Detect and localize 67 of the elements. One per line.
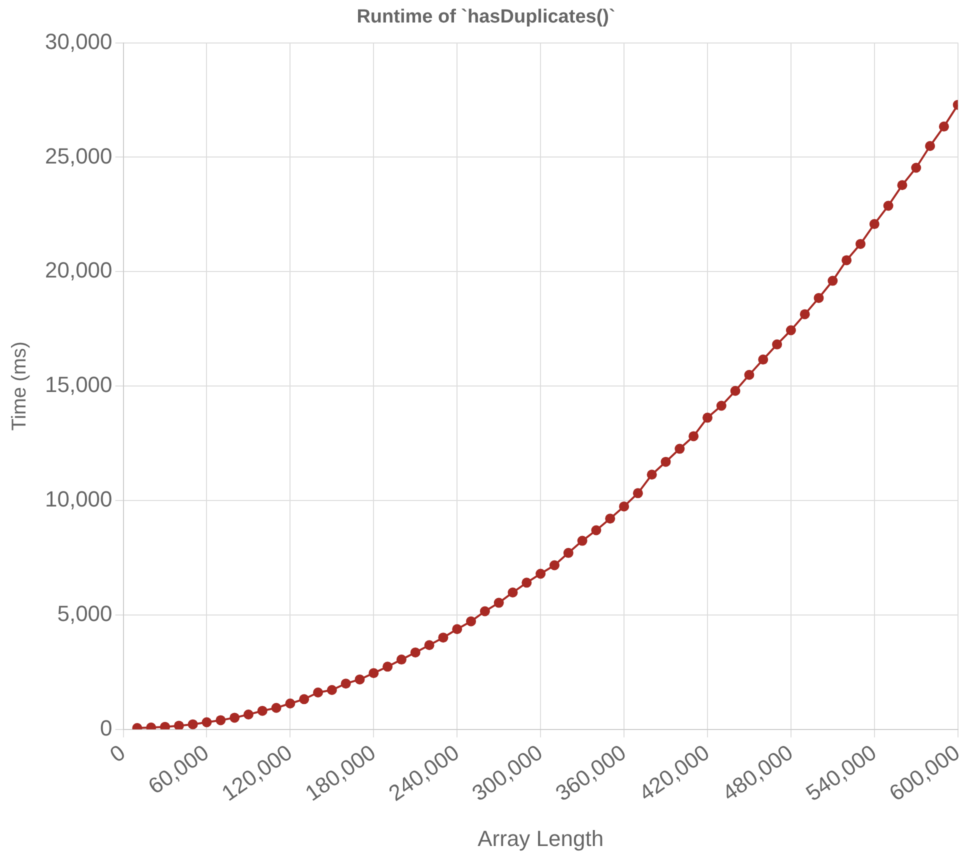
point [230, 712, 240, 723]
point [466, 616, 476, 626]
point [758, 354, 768, 365]
y-axis-title: Time (ms) [8, 341, 31, 431]
point [925, 141, 936, 152]
point [174, 720, 184, 730]
point [842, 255, 852, 266]
y-tick-label: 0 [100, 715, 112, 740]
point [188, 719, 198, 730]
point [563, 548, 574, 558]
point [828, 276, 838, 286]
y-tick-label: 5,000 [57, 600, 112, 626]
point [285, 698, 296, 708]
point [744, 370, 754, 380]
point [855, 238, 866, 249]
point [660, 456, 671, 467]
point [800, 309, 810, 320]
point [508, 588, 518, 598]
point [897, 180, 908, 190]
point [786, 325, 796, 336]
chart-title: Runtime of `hasDuplicates()` [356, 6, 616, 28]
point [646, 470, 657, 480]
point [382, 662, 393, 672]
point [522, 578, 532, 588]
y-tick-label: 20,000 [44, 258, 112, 283]
point [202, 717, 212, 728]
point [730, 386, 740, 396]
point [424, 640, 434, 650]
point [772, 339, 782, 350]
point [340, 678, 351, 689]
point [716, 400, 726, 411]
point [702, 412, 712, 423]
point [536, 568, 546, 579]
y-tick-label: 15,000 [44, 372, 112, 398]
point [354, 674, 365, 684]
point [216, 715, 226, 726]
point [814, 292, 824, 303]
point [869, 219, 880, 230]
point [243, 709, 254, 720]
y-tick-label: 25,000 [44, 143, 112, 168]
point [299, 694, 310, 704]
point [326, 685, 337, 695]
y-tick-label: 10,000 [44, 486, 112, 512]
point [688, 431, 699, 442]
point [911, 162, 922, 173]
point [313, 688, 324, 698]
point [605, 514, 616, 524]
point [549, 560, 560, 570]
point [396, 654, 406, 665]
point [480, 606, 490, 616]
point [271, 702, 282, 713]
y-tick-label: 30,000 [44, 28, 112, 54]
point [632, 488, 643, 498]
x-tick-label: 0 [105, 740, 130, 768]
point [438, 632, 448, 643]
x-axis-title: Array Length [478, 826, 604, 851]
point [619, 501, 630, 512]
point [883, 200, 894, 211]
point [577, 536, 588, 546]
point [938, 122, 949, 132]
point [452, 624, 462, 634]
point [494, 598, 504, 608]
point [368, 668, 379, 678]
point [257, 706, 268, 716]
point [410, 647, 420, 658]
point [591, 525, 602, 536]
point [674, 444, 685, 454]
